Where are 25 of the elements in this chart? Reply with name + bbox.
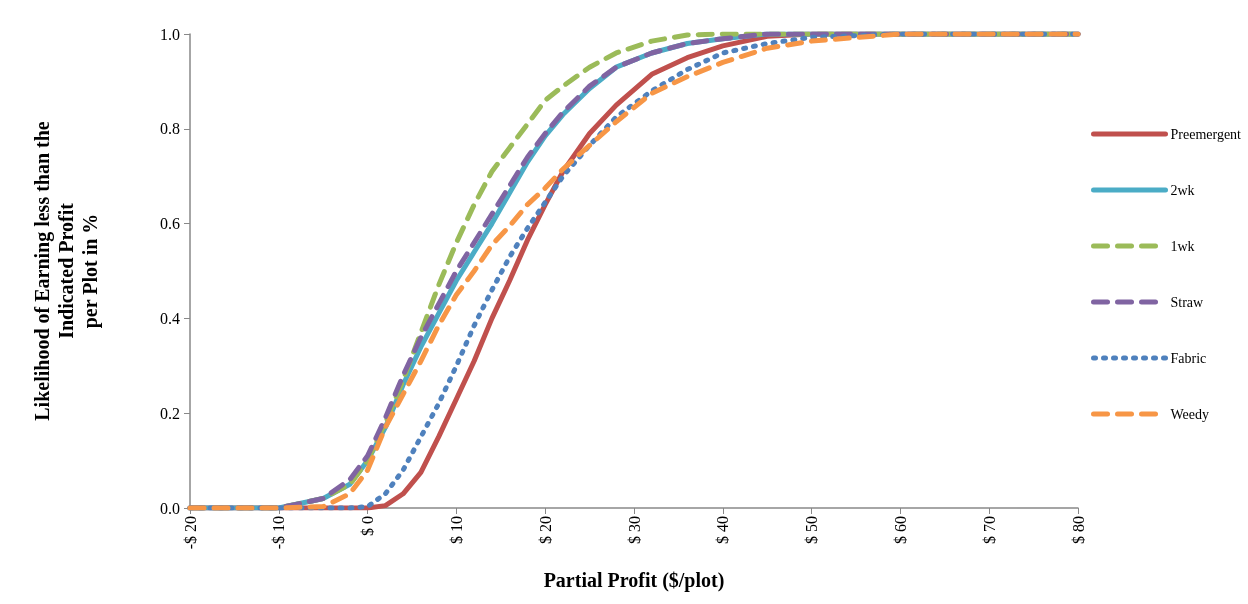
text: Preemergent <box>1170 126 1242 142</box>
text: 2wk <box>1170 182 1195 198</box>
x-tick-label: $ 30 <box>625 516 643 544</box>
x-tick-label: $ 40 <box>714 516 732 544</box>
y-tick-label: 0.0 <box>160 499 180 517</box>
x-tick-label: $ 80 <box>1069 516 1087 544</box>
x-tick-label: $ 70 <box>980 516 998 544</box>
x-tick-label: -$ 10 <box>270 516 288 550</box>
x-axis-title: Partial Profit ($/plot) <box>543 569 725 592</box>
text: Straw <box>1170 294 1205 310</box>
text: 1wk <box>1170 238 1195 254</box>
y-tick-label: 0.2 <box>160 404 180 422</box>
y-tick-label: 0.8 <box>160 120 180 138</box>
x-tick-label: $ 20 <box>536 516 554 544</box>
y-tick-label: 1.0 <box>160 25 180 43</box>
x-tick-label: $ 60 <box>891 516 909 544</box>
x-tick-label: -$ 20 <box>181 516 199 550</box>
y-axis-title: Likelihood of Earning less than the Indicated Profit per Plot in % <box>31 121 102 421</box>
text: Weedy <box>1170 406 1210 422</box>
x-tick-label: $ 0 <box>359 516 377 536</box>
y-tick-label: 0.6 <box>160 215 180 233</box>
x-tick-label: $ 10 <box>447 516 465 544</box>
y-tick-label: 0.4 <box>160 309 180 327</box>
text: Fabric <box>1170 350 1207 366</box>
x-tick-label: $ 50 <box>803 516 821 544</box>
